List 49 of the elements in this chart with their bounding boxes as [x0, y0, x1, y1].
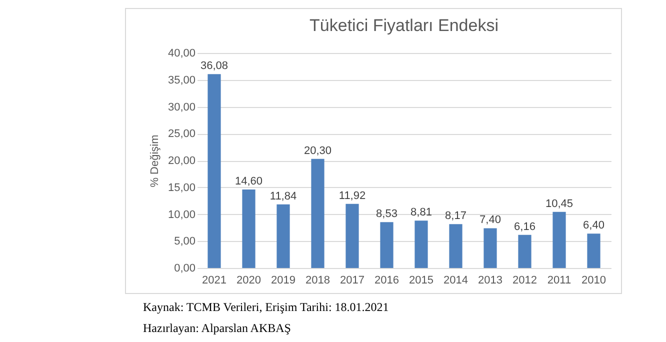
data-label: 11,92	[338, 190, 366, 202]
x-tick-label: 2021	[202, 274, 226, 286]
bar	[518, 234, 532, 268]
y-tick-label: 5,00	[174, 236, 196, 248]
bar	[552, 212, 566, 268]
x-tick-label: 2014	[444, 274, 468, 286]
text: Kaynak: TCMB Verileri, Erişim Tarihi: 18.01.2021	[143, 299, 389, 316]
data-label: 36,08	[200, 60, 228, 72]
data-label: 20,30	[304, 144, 332, 157]
data-label: 14,60	[234, 176, 263, 188]
x-tick-label: 2011	[547, 274, 572, 286]
y-tick-label: 15,00	[168, 182, 196, 194]
data-label: 8,81	[410, 206, 432, 219]
bar	[484, 228, 497, 268]
bar	[414, 220, 428, 268]
bar	[587, 234, 600, 268]
text: Hazırlayan: Alparslan AKBAŞ	[143, 320, 292, 337]
chart-title: Tüketici Fiyatları Endeksi	[310, 16, 498, 35]
x-tick-label: 2019	[271, 274, 296, 286]
bar	[311, 158, 324, 268]
bar	[208, 74, 221, 268]
data-label: 11,84	[270, 190, 297, 202]
data-label: 6,40	[583, 220, 604, 232]
y-tick-label: 40,00	[168, 48, 196, 60]
y-axis-title: % Değişim	[148, 134, 161, 188]
data-label: 7,40	[480, 214, 501, 226]
x-tick-label: 2020	[236, 274, 261, 286]
y-tick-label: 25,00	[168, 128, 196, 140]
data-label: 8,17	[445, 210, 466, 222]
bar	[242, 190, 256, 268]
x-tick-label: 2016	[374, 274, 399, 286]
y-tick-label: 35,00	[168, 74, 196, 86]
bar	[449, 224, 462, 268]
x-tick-label: 2012	[512, 274, 537, 286]
y-tick-label: 30,00	[168, 101, 196, 114]
data-label: 10,45	[545, 198, 574, 210]
y-tick-label: 20,00	[168, 155, 196, 167]
x-tick-label: 2018	[306, 274, 330, 286]
x-tick-label: 2015	[409, 274, 434, 286]
x-tick-label: 2017	[340, 274, 364, 286]
bar	[346, 204, 359, 268]
bar	[276, 204, 290, 268]
data-label: 8,53	[376, 208, 398, 220]
bar	[380, 222, 394, 268]
y-tick-label: 0,00	[174, 262, 196, 274]
data-label: 6,16	[514, 220, 536, 233]
x-tick-label: 2013	[478, 274, 502, 286]
y-tick-label: 10,00	[168, 208, 196, 221]
x-tick-label: 2010	[582, 274, 606, 286]
